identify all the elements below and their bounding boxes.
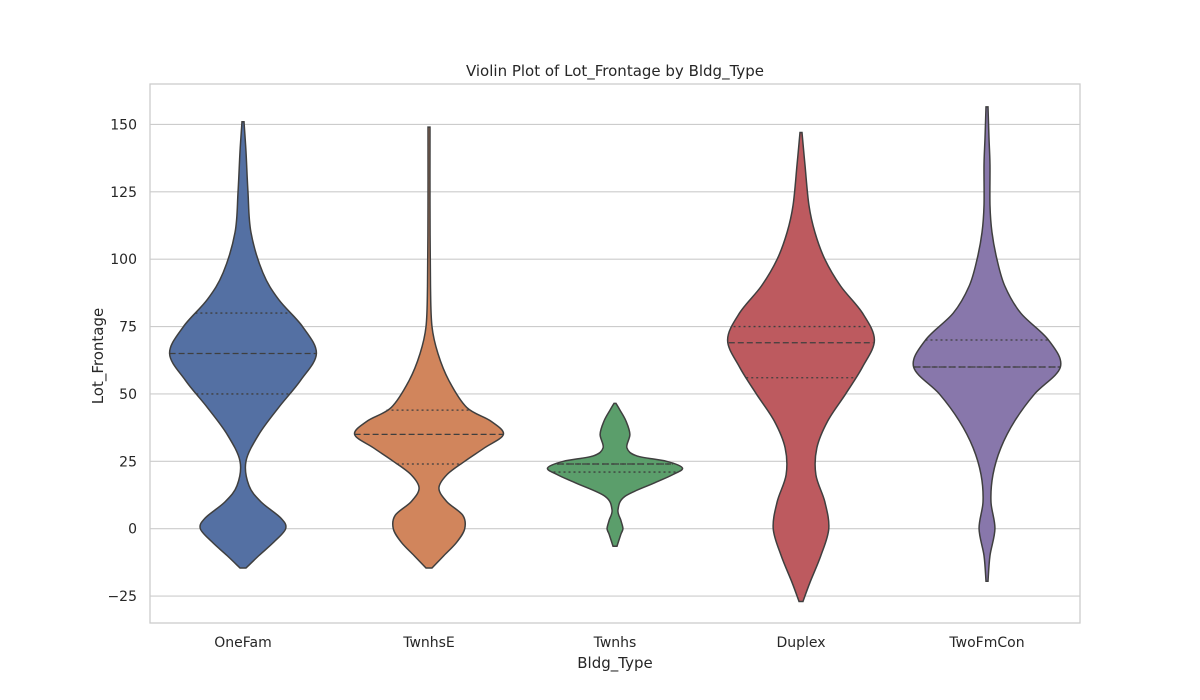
y-axis-label: Lot_Frontage	[89, 308, 108, 405]
chart-title: Violin Plot of Lot_Frontage by Bldg_Type	[466, 62, 764, 81]
x-tick-labels: OneFam TwnhsE Twnhs Duplex TwoFmCon	[214, 635, 1024, 651]
violin-onefam	[168, 120, 318, 569]
violin-layer	[168, 106, 1062, 603]
y-tick-label: 100	[110, 252, 137, 268]
violin-twnhse	[353, 126, 505, 569]
violin-body	[912, 106, 1062, 582]
y-tick-label: −25	[107, 589, 137, 605]
y-tick-label: 75	[119, 320, 137, 336]
y-tick-label: 25	[119, 454, 137, 470]
violin-duplex	[726, 131, 876, 603]
x-tick-label: TwnhsE	[402, 635, 455, 651]
x-axis-label: Bldg_Type	[577, 654, 652, 673]
violin-body	[726, 131, 876, 603]
violin-body	[168, 120, 318, 569]
x-tick-label: OneFam	[214, 635, 272, 651]
y-tick-label: 150	[110, 117, 137, 133]
x-tick-label: TwoFmCon	[948, 635, 1024, 651]
y-tick-labels: −25 0 25 50 75 100 125 150	[107, 117, 137, 605]
y-tick-label: 50	[119, 387, 137, 403]
y-tick-label: 125	[110, 185, 137, 201]
y-tick-label: 0	[128, 522, 137, 538]
violin-twnhs	[546, 402, 684, 547]
plot-frame	[149, 83, 1081, 624]
violin-twofmcon	[912, 106, 1062, 582]
x-tick-label: Twnhs	[593, 635, 637, 651]
violin-body	[546, 402, 684, 547]
violin-body	[353, 126, 505, 569]
x-tick-label: Duplex	[776, 635, 825, 651]
